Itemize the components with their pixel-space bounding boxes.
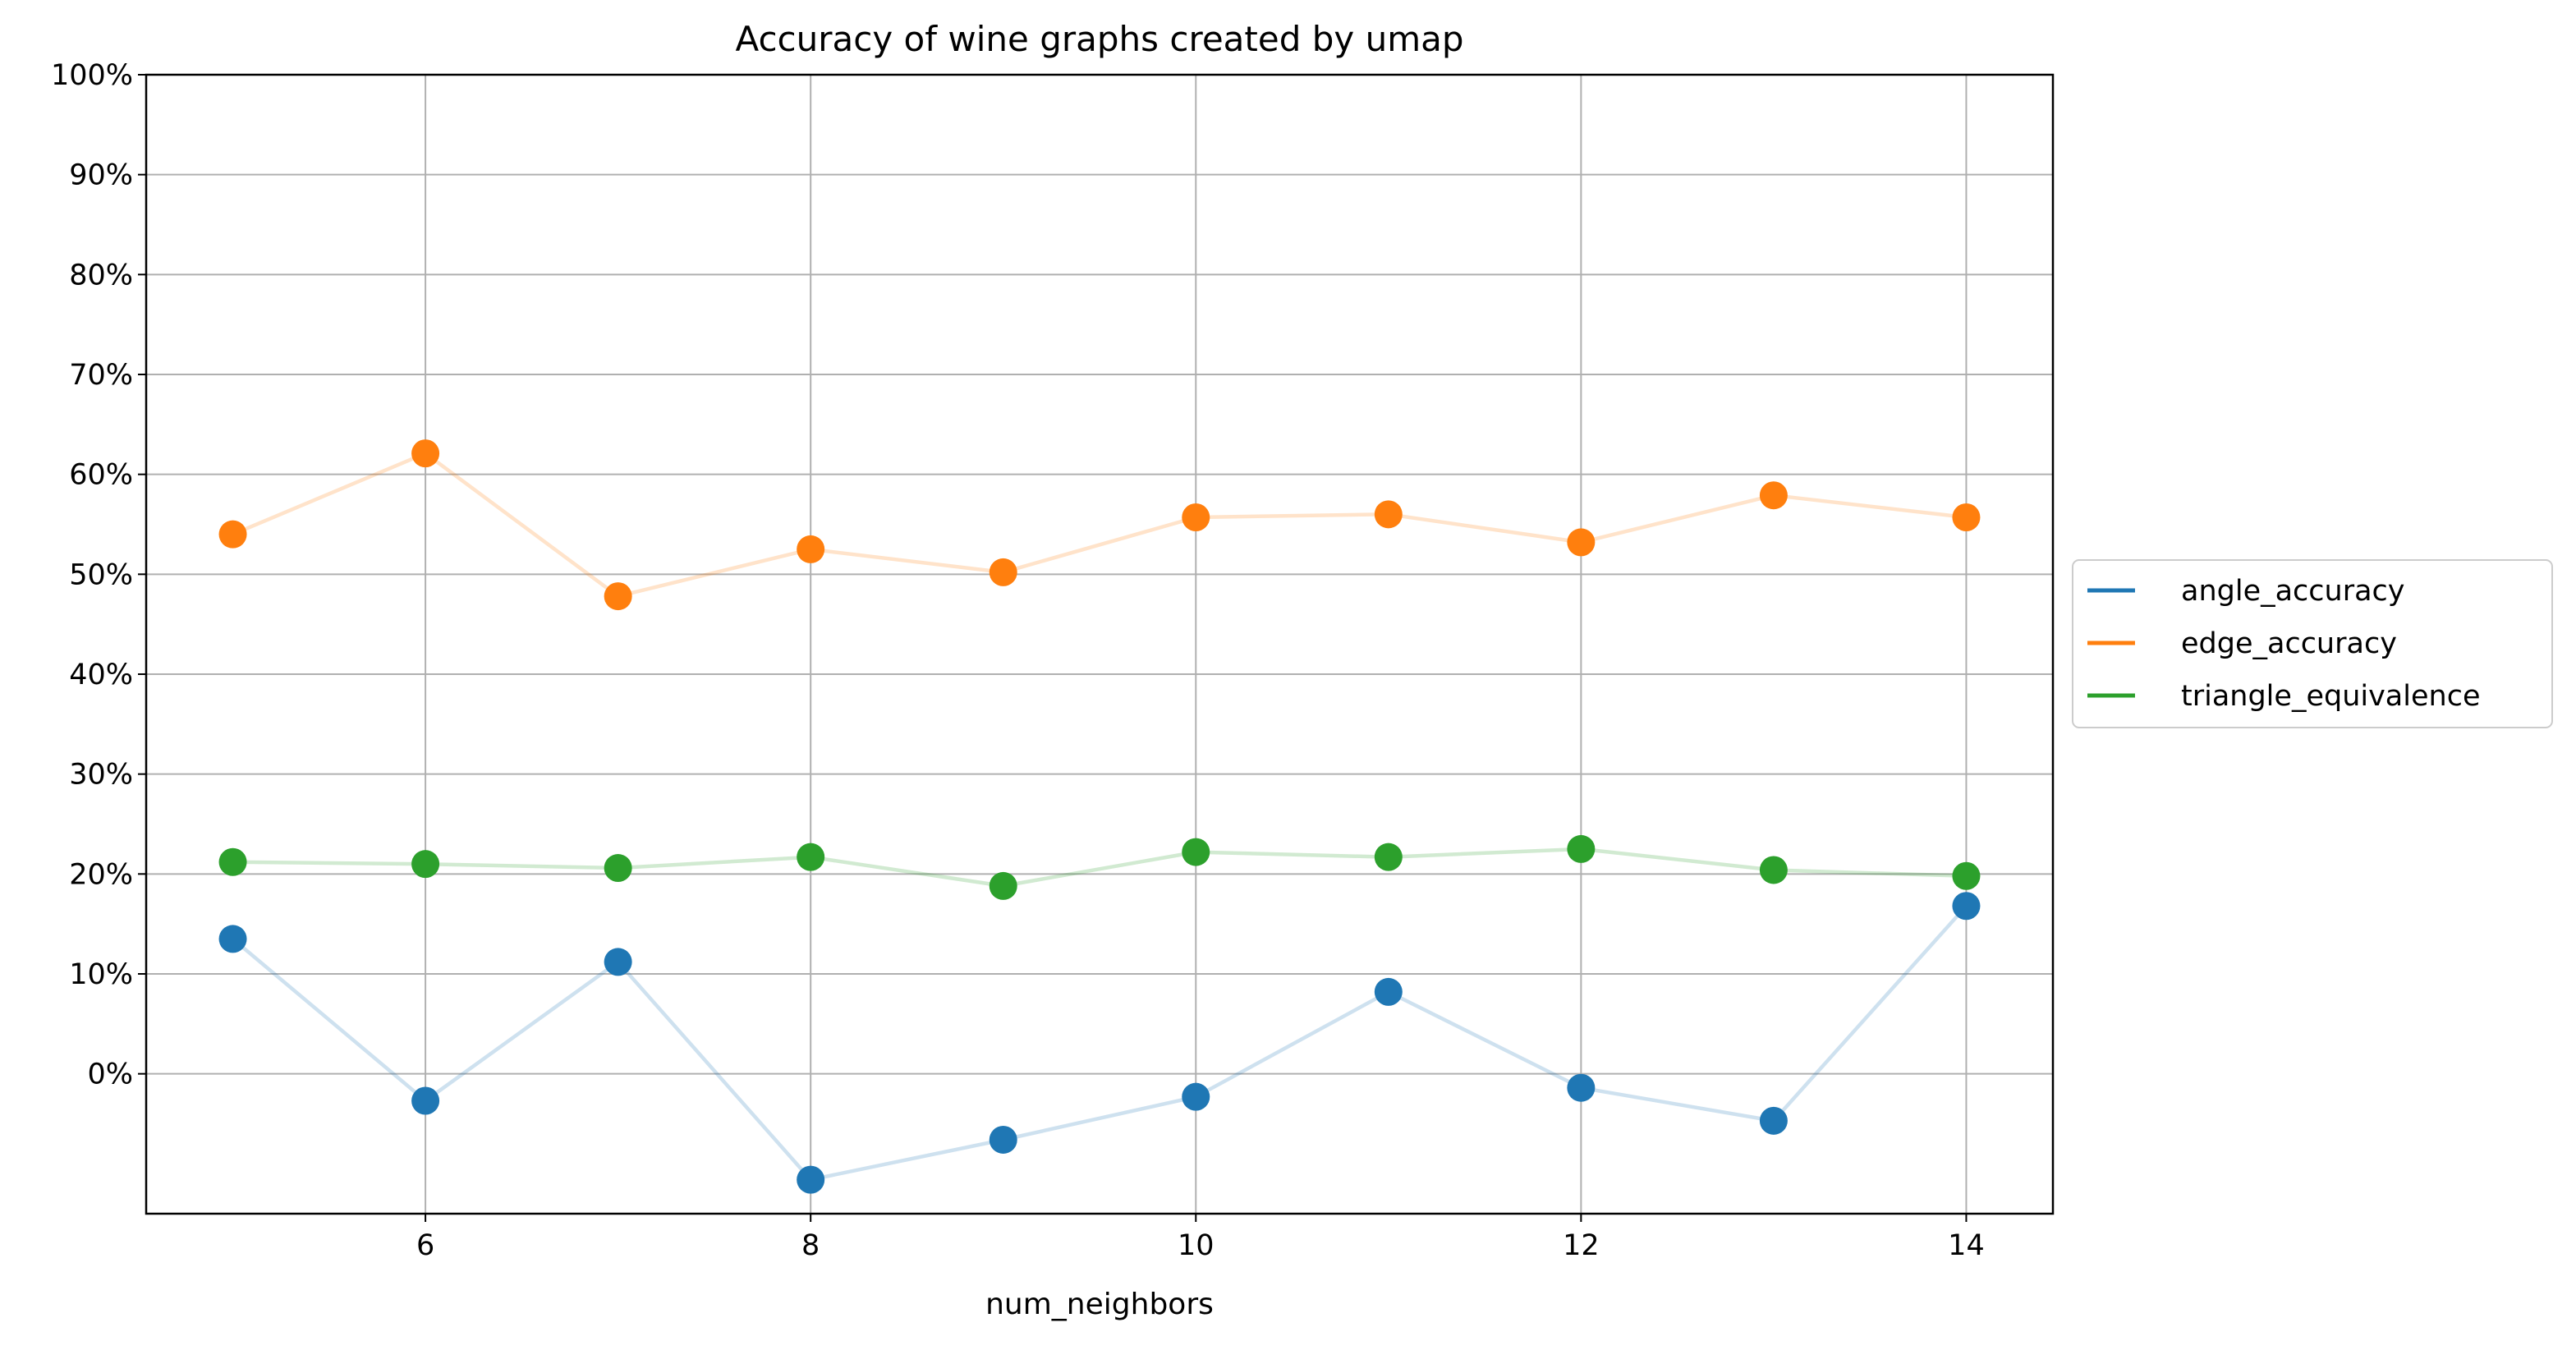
- y-tick-label: 60%: [69, 459, 133, 492]
- series-triangle_equivalence: [218, 834, 1981, 900]
- series-line: [232, 847, 1967, 889]
- data-point: [411, 439, 440, 468]
- data-point: [1182, 503, 1210, 531]
- y-tick-label: 80%: [69, 259, 133, 292]
- x-tick-label: 8: [801, 1229, 820, 1262]
- legend: angle_accuracy edge_accuracy triangle_equi…: [2072, 559, 2553, 728]
- data-point: [797, 535, 825, 563]
- y-tick-label: 70%: [69, 359, 133, 392]
- data-point: [1759, 1106, 1788, 1135]
- data-point: [1759, 481, 1788, 510]
- data-point: [797, 843, 825, 871]
- data-point: [1952, 892, 1981, 921]
- x-axis-label: num_neighbors: [985, 1288, 1214, 1321]
- data-point: [1759, 856, 1788, 884]
- series-edge_accuracy: [218, 439, 1981, 611]
- legend-label: edge_accuracy: [2181, 627, 2397, 660]
- data-point: [604, 948, 632, 976]
- y-tick-label: 0%: [87, 1058, 133, 1091]
- data-point: [1182, 838, 1210, 866]
- data-point: [218, 520, 247, 549]
- data-point: [604, 854, 632, 883]
- legend-label: triangle_equivalence: [2181, 680, 2480, 713]
- y-tick-label: 100%: [51, 59, 133, 92]
- data-point: [1374, 977, 1403, 1006]
- data-point: [989, 558, 1017, 586]
- x-tick-label: 12: [1563, 1229, 1600, 1262]
- y-tick-label: 90%: [69, 159, 133, 192]
- data-point: [411, 850, 440, 879]
- data-point: [797, 1165, 825, 1194]
- data-point: [411, 1086, 440, 1115]
- data-point: [1952, 861, 1981, 890]
- data-point: [604, 582, 632, 611]
- y-tick-label: 30%: [69, 759, 133, 792]
- y-tick-label: 20%: [69, 858, 133, 891]
- data-point: [1182, 1082, 1210, 1111]
- x-tick-label: 10: [1178, 1229, 1215, 1262]
- legend-label: angle_accuracy: [2181, 575, 2405, 608]
- data-point: [1567, 528, 1596, 557]
- y-tick-label: 40%: [69, 659, 133, 691]
- x-tick-label: 14: [1948, 1229, 1985, 1262]
- data-point: [1952, 503, 1981, 531]
- data-point: [218, 847, 247, 876]
- legend-box: [2072, 559, 2553, 728]
- data-point: [1567, 834, 1596, 863]
- data-point: [1374, 500, 1403, 529]
- series-angle_accuracy: [218, 892, 1981, 1194]
- chart-title: Accuracy of wine graphs created by umap: [735, 19, 1463, 59]
- x-tick-label: 6: [416, 1229, 434, 1262]
- y-tick-label: 10%: [69, 958, 133, 991]
- series-line: [232, 451, 1967, 599]
- plot-area-frame: [145, 73, 2055, 1215]
- series-layer: [218, 439, 1981, 1194]
- data-point: [989, 1125, 1017, 1154]
- y-tick-label: 50%: [69, 558, 133, 591]
- data-point: [1374, 843, 1403, 871]
- axis-ticks: 0% 10% 20% 30% 40% 50% 60% 70% 80% 90% 100% 6 8 10 12 1…: [51, 59, 1985, 1262]
- data-point: [1567, 1073, 1596, 1102]
- data-point: [218, 925, 247, 953]
- data-point: [989, 871, 1017, 900]
- series-line: [232, 904, 1968, 1182]
